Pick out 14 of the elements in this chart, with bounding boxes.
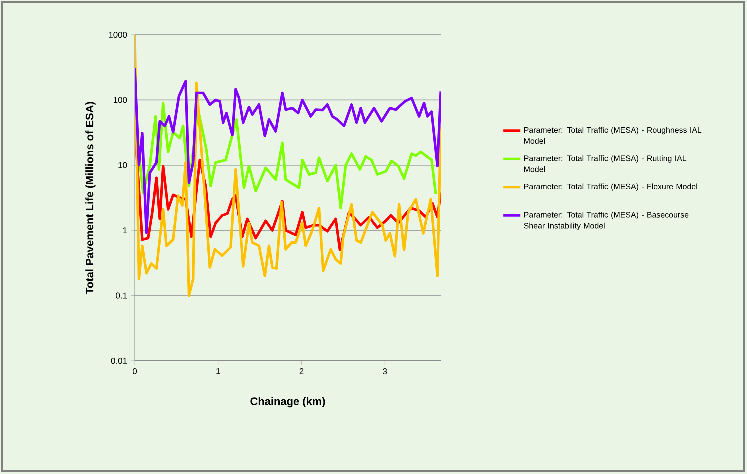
x-axis-title: Chainage (km) [250, 397, 326, 408]
y-tick-label: 1000 [109, 32, 128, 38]
x-tick-label: 3 [383, 368, 388, 374]
y-tick-label: 1 [123, 228, 128, 234]
y-tick-label: 0.01 [111, 358, 128, 364]
line-series [135, 66, 442, 234]
line-series [135, 34, 442, 298]
y-axis-title: Total Pavement Life (Millions of ESA) [86, 102, 96, 294]
y-tick-label: 10 [118, 162, 128, 168]
x-tick-label: 0 [132, 368, 138, 374]
y-tick-label: 0.1 [116, 292, 128, 299]
x-tick-label: 1 [216, 368, 220, 374]
y-tick-label: 100 [114, 97, 128, 104]
x-tick-label: 2 [300, 368, 304, 374]
